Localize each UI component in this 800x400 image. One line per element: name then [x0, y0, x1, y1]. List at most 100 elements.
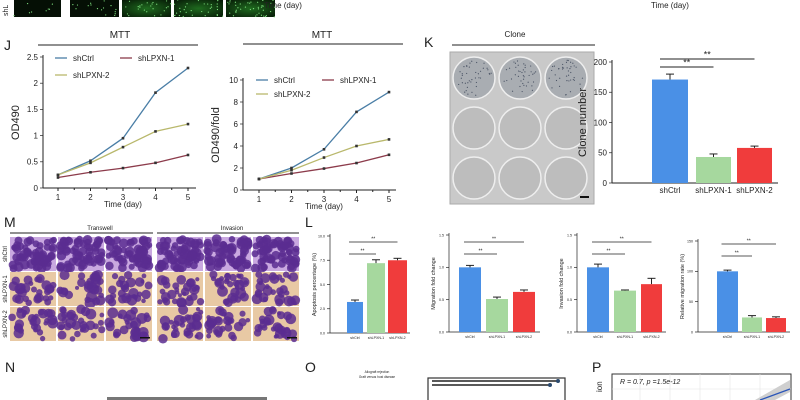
stained-cell [243, 238, 253, 247]
cell-dot [274, 6, 276, 8]
x-tick-label: shLPXN-1 [744, 335, 760, 339]
stained-cell [107, 307, 119, 319]
stained-cell [144, 236, 152, 244]
stained-cell [141, 289, 151, 300]
n-panel-bar [107, 397, 267, 400]
stained-cell [236, 273, 241, 278]
data-point [322, 156, 326, 159]
o-dot-1 [556, 379, 560, 383]
stained-cell [13, 261, 24, 272]
stained-cell [12, 253, 22, 263]
stained-cell [184, 297, 194, 307]
colony [461, 74, 463, 76]
y-tick-label: 2.5 [27, 53, 39, 62]
significance-label: ** [492, 237, 496, 243]
cell-dot [244, 6, 247, 8]
p-confidence-band [755, 380, 790, 400]
cell-dot [229, 1, 231, 3]
colony [554, 74, 556, 76]
bar-shlpxn-2 [737, 147, 772, 183]
cell-dot [163, 10, 165, 12]
stained-cell [74, 285, 80, 290]
stained-cell [8, 313, 16, 322]
stained-cell [90, 332, 97, 339]
colony [565, 75, 568, 77]
cell-dot [105, 14, 107, 16]
colony [466, 72, 468, 75]
stained-cell [11, 243, 20, 252]
chart-2: 0 2 4 6 8 10 OD490/fold 1 2 3 4 5 Time (day) shCtrl sh… [210, 76, 396, 211]
stained-cell [26, 259, 37, 269]
colony [465, 90, 467, 92]
fluorescence-images [13, 0, 276, 18]
x-tick-label: shCtrl [723, 335, 733, 339]
y-tick-label: 1.0 [567, 266, 572, 270]
stained-cell [96, 256, 103, 264]
stained-cell [124, 270, 133, 280]
colony [573, 65, 575, 67]
stained-cell [179, 322, 186, 328]
colony [528, 74, 530, 77]
significance-label: ** [620, 237, 624, 243]
colony [568, 80, 570, 82]
cell-dot [249, 8, 251, 11]
colony [535, 71, 537, 73]
cell-dot [146, 2, 148, 4]
stained-cell [263, 253, 274, 264]
colony [551, 87, 553, 89]
x-tick-label: 4 [354, 195, 359, 204]
stained-cell [185, 261, 192, 269]
colony [515, 66, 517, 68]
stained-cell [58, 324, 65, 331]
cell-dot [125, 6, 127, 8]
x-tick-label: shLPXN-2 [389, 336, 405, 340]
legend-label: shLPXN-1 [340, 76, 377, 85]
colony [522, 69, 524, 71]
colony [517, 64, 519, 66]
colony [474, 77, 477, 79]
stained-cell [185, 278, 195, 288]
o-label-2: Graft versus host disease [359, 375, 395, 379]
transwell-title: Transwell [87, 226, 112, 232]
legend-label: shLPXN-2 [274, 90, 311, 99]
data-point [154, 130, 157, 133]
stained-cell [271, 261, 279, 269]
stained-cell [66, 311, 75, 321]
cell-dot [235, 10, 237, 13]
cell-dot [257, 6, 259, 8]
cell-dot [167, 6, 169, 8]
y-tick-label: 4 [234, 142, 239, 151]
stained-cell [224, 323, 233, 332]
cell-dot [96, 8, 99, 10]
x-tick-label: shLPXN-1 [695, 186, 732, 195]
stained-cell [227, 292, 239, 304]
mtt-title-1: MTT [110, 30, 131, 41]
cell-dot [216, 8, 219, 11]
stained-cell [251, 293, 263, 305]
cell-dot [222, 15, 224, 17]
stained-cell [30, 286, 37, 293]
cell-dot [151, 3, 153, 5]
cell-dot [178, 15, 181, 17]
stained-cell [195, 277, 200, 282]
colony [565, 94, 567, 96]
stained-cell [182, 291, 187, 296]
chart-4: 0.0 2.5 5.0 7.5 10.0 Apoptosis percentage (%)… [312, 234, 410, 340]
stained-cell [16, 308, 27, 319]
y-tick-label: 200 [594, 58, 608, 67]
stained-cell [217, 285, 228, 297]
colony [522, 82, 524, 85]
data-point [89, 161, 92, 165]
colony [532, 81, 535, 83]
legend-label: shCtrl [274, 76, 295, 85]
colony [523, 63, 525, 65]
cell-dot [75, 8, 77, 10]
cell-dot [143, 9, 145, 11]
x-tick-label: 5 [186, 193, 191, 202]
y-axis-label: Migration fold change [431, 257, 437, 310]
cell-dot [152, 8, 154, 10]
cell-dot [235, 4, 237, 6]
stained-cell [178, 304, 189, 315]
stained-cell [176, 274, 187, 285]
cell-dot [261, 5, 263, 7]
